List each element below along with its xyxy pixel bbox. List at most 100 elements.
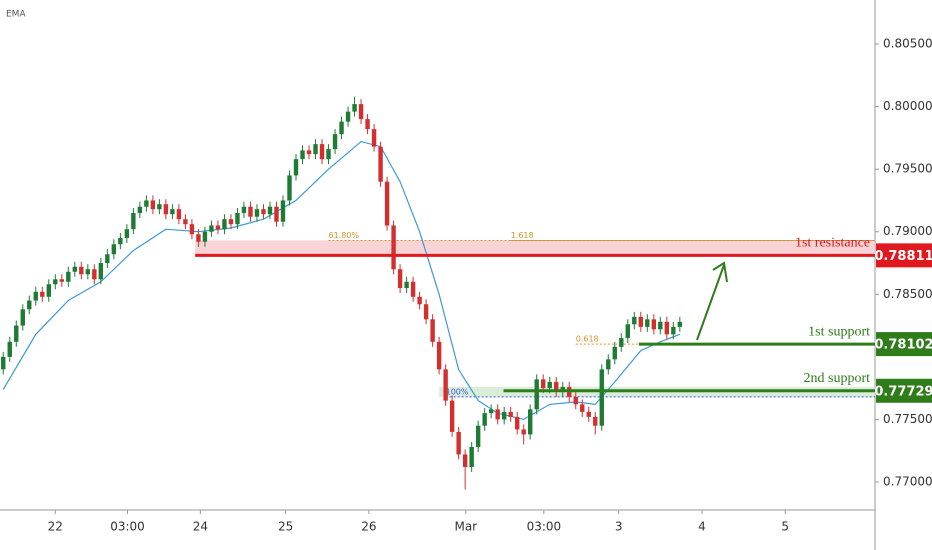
- candle-body: [241, 206, 247, 213]
- candle-body: [658, 321, 663, 330]
- candle-body: [423, 304, 429, 320]
- candle-body: [274, 206, 279, 222]
- candle-body: [332, 134, 338, 150]
- price-badge-label: 0.77729: [874, 384, 932, 399]
- candle-body: [664, 321, 670, 335]
- candle-body: [417, 296, 422, 305]
- price-badge-label: 0.78811: [874, 249, 932, 264]
- candle-body: [72, 266, 78, 272]
- arrow-head: [712, 261, 728, 283]
- candle-body: [501, 411, 507, 420]
- candle-body: [443, 369, 448, 401]
- candle-body: [228, 219, 234, 225]
- x-tick-label: 22: [48, 520, 63, 534]
- candle-body: [534, 379, 539, 410]
- candle-body: [46, 284, 51, 297]
- candle-body: [209, 225, 214, 232]
- candle-body: [222, 219, 227, 230]
- candle-body: [261, 209, 266, 215]
- ema-line: [2, 140, 681, 421]
- candle-body: [612, 346, 617, 360]
- candle-body: [547, 381, 552, 389]
- candle-body: [573, 396, 578, 405]
- fib-label: 1.618: [511, 231, 534, 240]
- level-name: 1st support: [808, 324, 870, 339]
- candle-body: [378, 146, 383, 182]
- candle-body: [280, 200, 286, 222]
- candle-body: [384, 181, 390, 226]
- x-tick-label: 03:00: [527, 520, 562, 534]
- candle-body: [176, 209, 182, 220]
- candle-body: [163, 204, 169, 215]
- candle-body: [586, 411, 591, 417]
- x-tick-label: 03:00: [110, 520, 145, 534]
- candle-body: [287, 175, 292, 201]
- arrow-shaft: [696, 264, 725, 341]
- candle-body: [371, 129, 377, 147]
- x-tick-label: 5: [781, 520, 789, 534]
- candle-body: [1, 356, 6, 370]
- candle-body: [625, 324, 630, 339]
- candle-body: [651, 319, 657, 330]
- candle-body: [150, 200, 156, 210]
- plot: 61.80% 1.618 0.618 100% 1st resistance 1st su…: [1, 96, 875, 490]
- y-tick-label: 0.80500: [883, 37, 932, 51]
- y-tick-label: 0.77000: [883, 474, 932, 488]
- candle-body: [677, 321, 683, 327]
- candle-body: [14, 325, 19, 342]
- candle-body: [144, 200, 149, 207]
- candle-body: [514, 416, 520, 430]
- y-tick-label: 0.77500: [883, 412, 932, 426]
- candle-body: [92, 269, 97, 280]
- x-tick-label: 4: [698, 520, 706, 534]
- candle-body: [358, 104, 364, 120]
- candle-body: [111, 244, 117, 255]
- candle-body: [202, 231, 208, 242]
- candle-body: [541, 379, 546, 389]
- level-name: 2nd support: [804, 371, 871, 386]
- candle-body: [124, 229, 130, 238]
- candle-body: [436, 341, 442, 370]
- candle-body: [98, 263, 104, 280]
- candle-body: [397, 269, 403, 289]
- candle-body: [118, 237, 123, 245]
- candle-body: [20, 309, 25, 326]
- candle-body: [671, 326, 676, 335]
- candle-body: [319, 144, 325, 160]
- arrow: [696, 261, 728, 341]
- candle-body: [599, 369, 604, 426]
- candle-body: [449, 400, 455, 432]
- y-tick-label: 0.80000: [883, 99, 932, 113]
- candle-body: [580, 404, 585, 412]
- x-tick-label: 24: [193, 520, 208, 534]
- candle-body: [183, 219, 188, 225]
- level-name: 1st resistance: [795, 236, 870, 251]
- candle-body: [638, 316, 643, 327]
- candle-body: [365, 119, 370, 130]
- candle-body: [391, 225, 396, 270]
- candle-body: [66, 271, 71, 282]
- candle-body: [300, 150, 305, 160]
- candle-body: [430, 319, 435, 342]
- candle-body: [345, 111, 351, 122]
- price-badge-label: 0.78102: [874, 338, 932, 353]
- fib-label: 100%: [446, 387, 469, 396]
- candle-body: [79, 266, 84, 275]
- x-tick-label: 25: [278, 520, 293, 534]
- candle-body: [189, 224, 195, 235]
- candle-body: [632, 316, 637, 325]
- candle-body: [215, 225, 221, 230]
- candle-body: [475, 425, 481, 447]
- fib-label: 61.80%: [329, 231, 360, 240]
- candle-body: [196, 234, 201, 242]
- y-tick-label: 0.79500: [883, 162, 932, 176]
- candle-body: [170, 209, 175, 215]
- y-tick-label: 0.78500: [883, 287, 932, 301]
- candle-body: [554, 381, 559, 392]
- candle-body: [137, 206, 143, 213]
- candle-body: [267, 206, 273, 215]
- candle-body: [410, 281, 416, 297]
- candle-body: [462, 454, 468, 467]
- price-badge: [876, 332, 932, 357]
- y-tick-label: 0.79000: [883, 224, 932, 238]
